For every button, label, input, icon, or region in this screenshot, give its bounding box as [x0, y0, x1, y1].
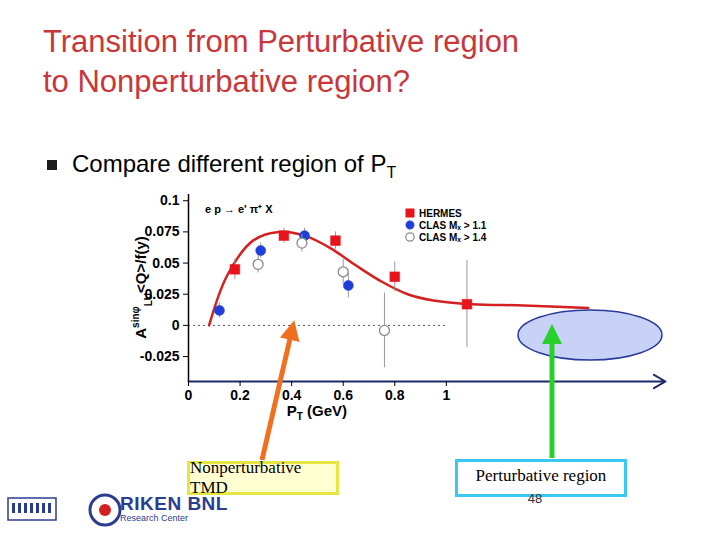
svg-text:PT (GeV): PT (GeV)	[287, 402, 347, 422]
svg-text:CLAS Mₓ > 1.4: CLAS Mₓ > 1.4	[419, 232, 487, 243]
svg-text:CLAS Mₓ > 1.1: CLAS Mₓ > 1.1	[419, 220, 487, 231]
svg-text:AsinφLU<Q>/f(y): AsinφLU<Q>/f(y)	[130, 236, 154, 338]
svg-text:0.075: 0.075	[144, 223, 179, 239]
svg-text:0.4: 0.4	[281, 387, 302, 404]
svg-text:0.1: 0.1	[160, 192, 180, 208]
html-text:Compare different region of PT: Compare different region of PT	[72, 150, 397, 181]
html-text:Nonperturbative TMD: Nonperturbative TMD	[190, 458, 302, 497]
html-text:to Nonperturbative region?: to Nonperturbative region?	[43, 64, 411, 99]
svg-text:HERMES: HERMES	[419, 208, 462, 219]
html-text:48: 48	[527, 491, 543, 506]
html-text:Research Center: Research Center	[120, 513, 188, 523]
svg-text:0: 0	[185, 387, 193, 403]
svg-text:0.05: 0.05	[152, 255, 179, 271]
svg-text:0.8: 0.8	[385, 387, 405, 403]
svg-text:e p → e' π⁺ X: e p → e' π⁺ X	[205, 203, 273, 215]
svg-text:0.6: 0.6	[333, 387, 353, 404]
html-text:RIKEN BNL: RIKEN BNL	[120, 493, 228, 514]
html-text:Transition from Perturbative r: Transition from Perturbative region	[43, 24, 520, 59]
svg-text:-0.025: -0.025	[140, 348, 180, 364]
svg-text:0.2: 0.2	[230, 387, 250, 403]
svg-text:1: 1	[442, 387, 450, 403]
svg-text:0: 0	[172, 317, 180, 333]
html-text:Perturbative region: Perturbative region	[475, 466, 607, 485]
svg-text:0.025: 0.025	[144, 285, 180, 302]
